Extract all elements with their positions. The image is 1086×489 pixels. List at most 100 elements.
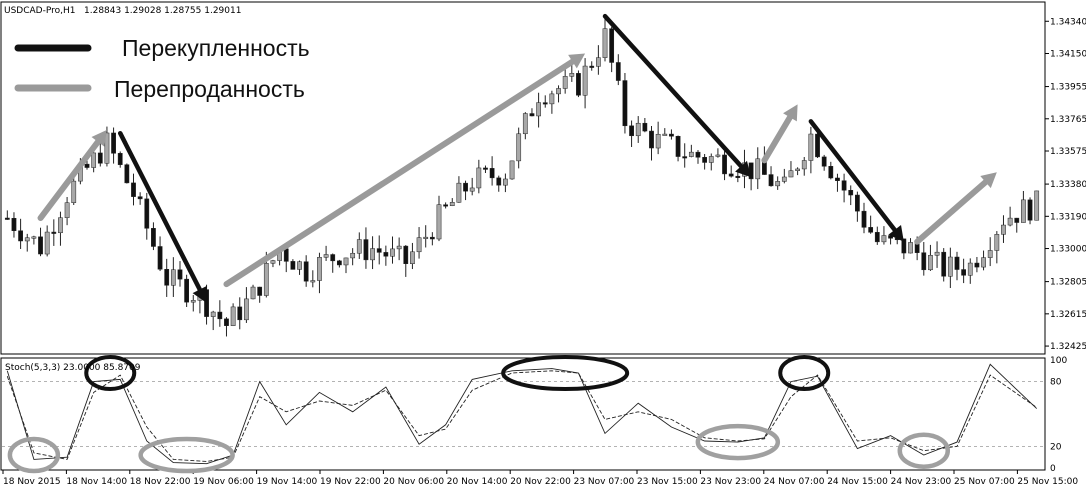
candle bbox=[801, 157, 807, 176]
candle-body-bull bbox=[317, 257, 322, 281]
candle-body-bull bbox=[476, 167, 482, 189]
candle bbox=[615, 54, 621, 86]
stoch-tick-label: 80 bbox=[1050, 378, 1062, 388]
candle-body-bull bbox=[509, 160, 515, 180]
candle-body-bear bbox=[383, 252, 389, 257]
time-tick-label: 25 Nov 15:00 bbox=[1017, 477, 1078, 487]
candle bbox=[881, 226, 887, 245]
candle-body-bull bbox=[602, 28, 608, 58]
candle bbox=[675, 135, 681, 162]
candle bbox=[808, 126, 814, 174]
stoch-tick-label: 0 bbox=[1050, 464, 1056, 474]
candle-body-bull bbox=[350, 252, 356, 259]
candle bbox=[476, 159, 482, 194]
candle bbox=[217, 300, 223, 327]
candle bbox=[828, 161, 834, 180]
candle-body-bull bbox=[881, 235, 887, 243]
candle bbox=[137, 192, 143, 205]
legend-oversold-label: Перепроданность bbox=[114, 76, 305, 102]
candle-body-bear bbox=[542, 102, 548, 105]
candle bbox=[835, 173, 840, 192]
candle-body-bear bbox=[921, 252, 927, 271]
candle-body-bear bbox=[363, 239, 369, 261]
arrow-head bbox=[91, 129, 107, 147]
candle bbox=[151, 222, 156, 251]
candle bbox=[722, 148, 727, 181]
candle bbox=[336, 259, 342, 268]
candle bbox=[788, 161, 794, 178]
overbought-arrow bbox=[602, 13, 752, 178]
time-tick-label: 20 Nov 14:00 bbox=[447, 477, 508, 487]
candle-body-bull bbox=[582, 65, 588, 96]
candle bbox=[868, 215, 874, 234]
candle bbox=[429, 232, 435, 246]
candle bbox=[323, 245, 329, 261]
candle-body-bull bbox=[396, 245, 402, 250]
candle-body-bull bbox=[788, 170, 794, 178]
candle-body-bear bbox=[290, 261, 296, 270]
candle bbox=[184, 274, 190, 308]
candle bbox=[230, 303, 236, 327]
candle bbox=[44, 225, 50, 257]
candle-body-bull bbox=[775, 181, 781, 187]
candle-body-bear bbox=[642, 122, 648, 132]
candle bbox=[967, 258, 973, 284]
candle-body-bull bbox=[755, 158, 761, 180]
candle bbox=[708, 153, 714, 171]
candle-body-bear bbox=[257, 286, 263, 296]
candle-body-bear bbox=[835, 177, 840, 181]
candle bbox=[310, 270, 316, 288]
candle bbox=[987, 237, 993, 267]
candle bbox=[934, 241, 940, 268]
candle-body-bear bbox=[529, 113, 535, 117]
candle-body-bull bbox=[688, 151, 694, 157]
candle-body-bear bbox=[217, 311, 223, 320]
candle-body-bear bbox=[622, 80, 628, 127]
candle bbox=[781, 168, 787, 184]
candle-body-bear bbox=[117, 153, 123, 165]
candle bbox=[489, 156, 495, 186]
time-tick-label: 24 Nov 15:00 bbox=[827, 477, 888, 487]
candle-body-bear bbox=[18, 230, 23, 242]
candle-body-bear bbox=[589, 65, 595, 68]
legend: Перекупленность Перепроданность bbox=[14, 35, 310, 102]
stoch-header: Stoch(5,3,3) 23.0000 85.8709 bbox=[5, 363, 141, 373]
candle bbox=[695, 150, 701, 164]
candle bbox=[702, 153, 708, 170]
candle bbox=[64, 197, 70, 226]
arrow-shaft bbox=[223, 58, 576, 288]
candle-body-bull bbox=[71, 180, 77, 203]
legend-overbought-label: Перекупленность bbox=[122, 35, 310, 61]
arrow-shaft bbox=[602, 13, 744, 169]
candle-body-bear bbox=[576, 73, 581, 96]
candle-body-bear bbox=[489, 168, 495, 179]
candle-body-bear bbox=[868, 227, 874, 233]
candle bbox=[257, 286, 263, 303]
candle-body-bear bbox=[124, 164, 130, 184]
candle-body-bear bbox=[164, 269, 170, 286]
candle-body-bear bbox=[144, 198, 150, 229]
candle bbox=[463, 180, 468, 201]
candle-body-bull bbox=[423, 236, 429, 239]
candle-body-bear bbox=[38, 236, 43, 255]
oversold-arrow bbox=[223, 53, 586, 288]
candle-body-bear bbox=[111, 132, 116, 154]
time-tick-label: 20 Nov 06:00 bbox=[383, 477, 444, 487]
candle bbox=[18, 218, 23, 249]
oversold-arrow bbox=[761, 104, 798, 164]
candle-body-bear bbox=[403, 245, 409, 264]
candle-body-bear bbox=[675, 135, 681, 157]
candle-body-bull bbox=[987, 250, 993, 258]
candle bbox=[549, 90, 555, 114]
candle bbox=[363, 227, 369, 269]
candle bbox=[97, 140, 103, 167]
candle bbox=[735, 172, 741, 183]
candle-body-bear bbox=[695, 151, 701, 158]
candle-body-bear bbox=[768, 174, 774, 187]
candle bbox=[848, 185, 854, 206]
oversold-ellipse bbox=[695, 423, 781, 461]
candle-body-bull bbox=[310, 280, 316, 283]
candle bbox=[496, 175, 502, 192]
candle-body-bull bbox=[449, 202, 455, 206]
candle bbox=[1027, 197, 1033, 225]
